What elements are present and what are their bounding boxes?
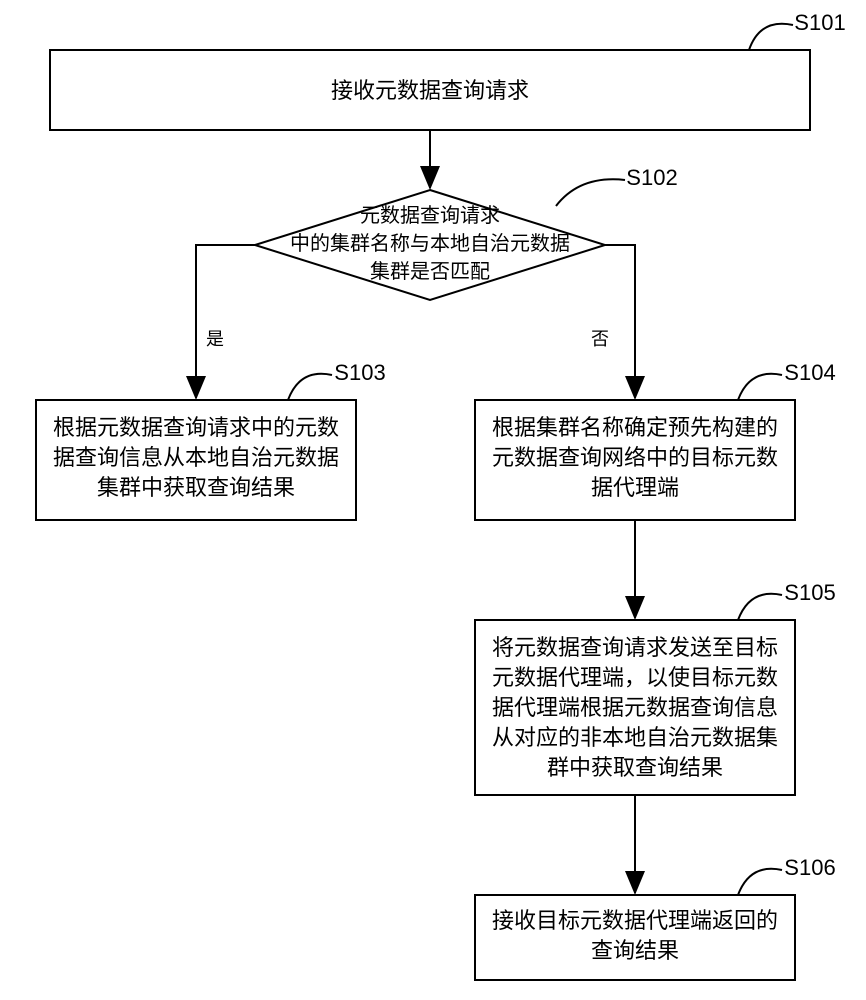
node-s105-line0: 将元数据查询请求发送至目标 <box>492 635 778 660</box>
label-s103: S103 <box>288 360 386 400</box>
edge-no-label: 否 <box>591 329 609 349</box>
label-s104: S104 <box>738 360 836 400</box>
label-s103-text: S103 <box>334 360 385 385</box>
node-s103: 根据元数据查询请求中的元数 据查询信息从本地自治元数据 集群中获取查询结果 <box>36 400 356 520</box>
node-s106-line0: 接收目标元数据代理端返回的 <box>492 908 778 933</box>
node-s105-line2: 据代理端根据元数据查询信息 <box>492 695 778 720</box>
node-s103-line1: 据查询信息从本地自治元数据 <box>53 445 339 470</box>
label-s101-text: S101 <box>794 10 845 35</box>
node-s105-line4: 群中获取查询结果 <box>547 755 723 780</box>
node-s102-line1: 中的集群名称与本地自治元数据 <box>290 232 570 255</box>
node-s105: 将元数据查询请求发送至目标 元数据代理端，以使目标元数 据代理端根据元数据查询信… <box>475 620 795 795</box>
edge-yes-label: 是 <box>206 329 224 349</box>
node-s103-line2: 集群中获取查询结果 <box>97 475 295 500</box>
node-s102-line2: 集群是否匹配 <box>370 260 490 283</box>
node-s104-line2: 据代理端 <box>591 475 679 500</box>
node-s104-line1: 元数据查询网络中的目标元数 <box>492 445 778 470</box>
node-s101-text: 接收元数据查询请求 <box>331 78 529 103</box>
flowchart-canvas: 接收元数据查询请求 S101 元数据查询请求 中的集群名称与本地自治元数据 集群… <box>0 0 866 1000</box>
label-s106: S106 <box>738 855 836 895</box>
node-s102-line0: 元数据查询请求 <box>360 204 500 227</box>
label-s102: S102 <box>556 165 678 206</box>
edge-s102-s104 <box>605 245 635 398</box>
label-s102-text: S102 <box>626 165 677 190</box>
node-s106-line1: 查询结果 <box>591 938 679 963</box>
label-s105: S105 <box>738 580 836 620</box>
node-s101: 接收元数据查询请求 <box>50 50 810 130</box>
node-s105-line1: 元数据代理端，以使目标元数 <box>492 665 778 690</box>
edge-s102-s103 <box>196 245 255 398</box>
node-s106: 接收目标元数据代理端返回的 查询结果 <box>475 895 795 980</box>
label-s101: S101 <box>749 10 846 50</box>
label-s104-text: S104 <box>784 360 835 385</box>
node-s105-line3: 从对应的非本地自治元数据集 <box>492 725 778 750</box>
node-s104-line0: 根据集群名称确定预先构建的 <box>492 415 778 440</box>
label-s105-text: S105 <box>784 580 835 605</box>
node-s103-line0: 根据元数据查询请求中的元数 <box>53 415 339 440</box>
label-s106-text: S106 <box>784 855 835 880</box>
node-s104: 根据集群名称确定预先构建的 元数据查询网络中的目标元数 据代理端 <box>475 400 795 520</box>
node-s102: 元数据查询请求 中的集群名称与本地自治元数据 集群是否匹配 <box>255 190 605 300</box>
